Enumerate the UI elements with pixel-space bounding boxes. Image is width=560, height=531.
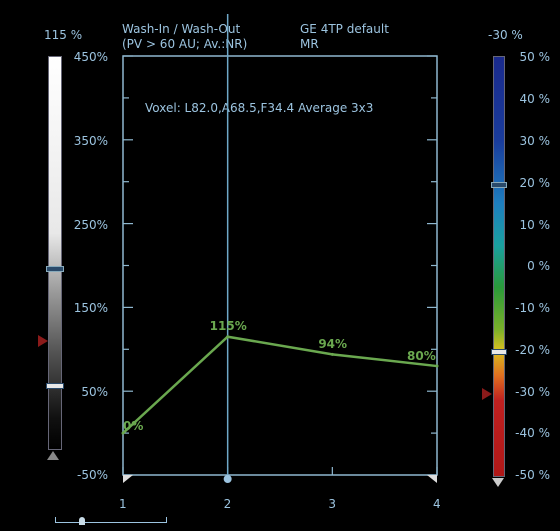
point-label: 115% [209, 318, 247, 333]
wash-curve-point [226, 335, 230, 339]
right-tick: 10 % [519, 218, 551, 232]
right-tick: -20 % [515, 343, 550, 357]
right-tick: -30 % [515, 385, 550, 399]
right-color-bar[interactable] [493, 56, 505, 477]
x-tick-label: 2 [223, 497, 232, 511]
time-cursor-handle [223, 475, 232, 483]
left-tick: 150% [73, 301, 108, 315]
right-tick: 0 % [527, 259, 550, 273]
right-tick: 30 % [519, 134, 551, 148]
right-marker-icon [482, 388, 492, 400]
x-tick-label: 3 [328, 497, 336, 511]
x-tick-label: 1 [119, 497, 127, 511]
right-tick: 20 % [519, 176, 551, 190]
left-tick: 50% [81, 385, 108, 399]
left-tick: -50% [76, 468, 108, 482]
x-tick-label: 4 [433, 497, 441, 511]
right-tick: 40 % [519, 92, 551, 106]
right-tick: -10 % [515, 301, 550, 315]
wash-curve-point [121, 431, 125, 435]
protocol-label: GE 4TP default [300, 22, 389, 36]
x-end-marker-icon [427, 475, 437, 483]
right-tick: -50 % [515, 468, 550, 482]
right-tick: 50 % [519, 50, 551, 64]
right-tick: -40 % [515, 426, 550, 440]
point-label: 80% [407, 349, 436, 364]
left-scale-value: 115 % [44, 28, 83, 42]
left-upper-handle[interactable] [46, 266, 64, 272]
right-tick-labels: 50 % 40 % 30 % 20 % 10 % 0 % -10 % -20 %… [504, 0, 560, 531]
mode-subtitle: (PV > 60 AU; Av.:NR) [122, 37, 248, 51]
bottom-slider-cap-right [166, 517, 167, 523]
left-intensity-bar[interactable] [48, 56, 62, 450]
bottom-slider-track[interactable] [55, 522, 167, 523]
left-lower-handle[interactable] [46, 383, 64, 389]
modality-label: MR [300, 37, 319, 51]
mode-title: Wash-In / Wash-Out [122, 22, 241, 36]
bottom-slider-cap-left [55, 517, 56, 523]
right-bottom-arrow-icon[interactable] [492, 478, 504, 487]
wash-curve-point [330, 352, 334, 356]
left-marker-icon [38, 335, 48, 347]
left-tick: 350% [73, 134, 108, 148]
bottom-slider-thumb[interactable] [79, 517, 85, 525]
left-tick: 250% [73, 218, 108, 232]
right-scale-value: -30 % [488, 28, 523, 42]
right-lower-handle[interactable] [491, 349, 507, 355]
wash-curve-line [122, 335, 438, 435]
right-upper-handle[interactable] [491, 182, 507, 188]
left-bottom-arrow-icon[interactable] [47, 451, 59, 460]
x-start-marker-icon [123, 475, 133, 483]
voxel-info: Voxel: L82.0,A68.5,F34.4 Average 3x3 [145, 101, 374, 115]
point-label: 0% [123, 419, 144, 434]
left-tick: 450% [73, 50, 108, 64]
point-label: 94% [318, 337, 348, 352]
left-tick-labels: 450% 350% 250% 150% 50% -50% [0, 0, 108, 531]
plot-frame [122, 55, 438, 476]
wash-curve-point [435, 364, 439, 368]
